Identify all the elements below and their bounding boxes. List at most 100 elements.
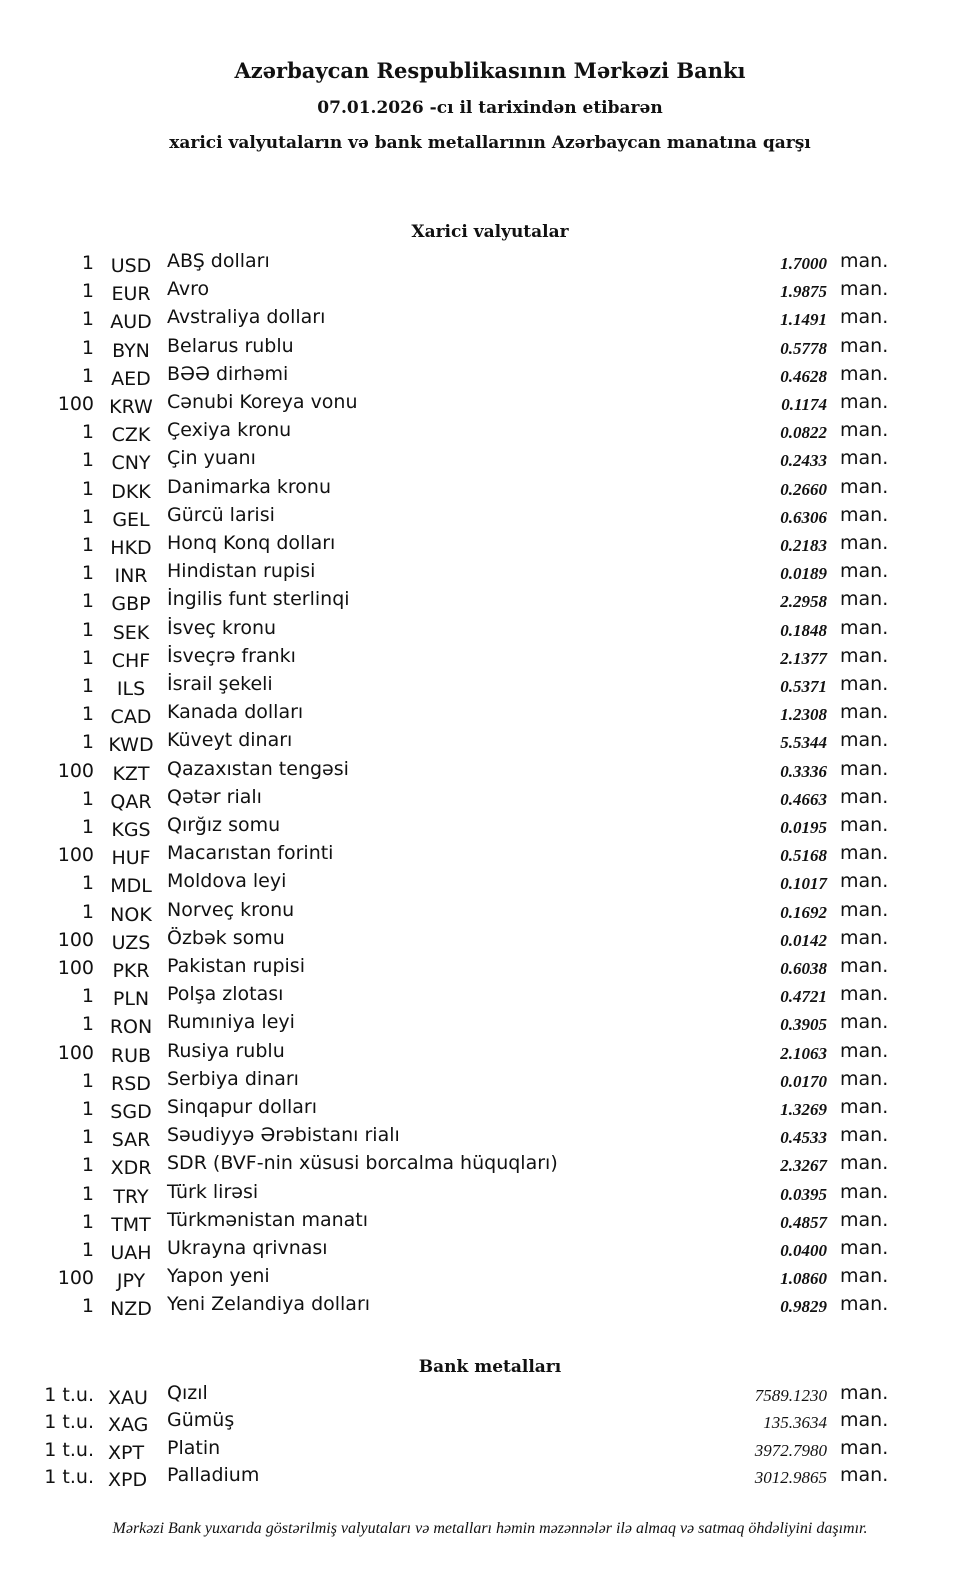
currency-code: UAH [110, 1242, 152, 1264]
currency-row: 1 RSD Serbiya dinarı 0.0170 man. [0, 1067, 980, 1098]
currency-row: 100 KZT Qazaxıstan tengəsi 0.3336 man. [0, 757, 980, 788]
rate-value: 7589.1230 [754, 1386, 827, 1405]
quantity: 1 [81, 1210, 94, 1233]
unit-label: man. [840, 1067, 889, 1090]
currency-row: 1 MDL Moldova leyi 0.1017 man. [0, 870, 980, 900]
unit-label: man. [840, 1265, 889, 1288]
rate-value: 0.3336 [780, 761, 827, 781]
quantity: 1 t.u. [44, 1465, 94, 1488]
currency-row: 1 CAD Kanada dolları 1.2308 man. [0, 701, 980, 731]
currency-row: 100 HUF Macarıstan forinti 0.5168 man. [0, 842, 980, 872]
unit-label: man. [840, 532, 889, 554]
currency-code: TRY [113, 1185, 149, 1208]
rate-value: 2.1063 [780, 1043, 827, 1063]
rate-value: 135.3634 [763, 1413, 827, 1433]
quantity: 1 [81, 787, 94, 810]
unit-label: man. [840, 1237, 889, 1259]
disclaimer-footer: Mərkəzi Bank yuxarıda göstərilmiş valyut… [112, 1520, 868, 1537]
currency-name: Rumıniya leyi [167, 1011, 295, 1034]
unit-label: man. [840, 898, 889, 921]
unit-label: man. [840, 503, 889, 526]
quantity: 1 [81, 534, 94, 556]
currency-row: 1 INR Hindistan rupisi 0.0189 man. [0, 560, 980, 590]
rate-value: 0.2660 [780, 479, 827, 499]
metals-heading: Bank metalları [418, 1357, 562, 1377]
currency-name: Küveyt dinarı [167, 729, 293, 752]
rate-value: 5.5344 [780, 733, 827, 753]
currency-code: TMT [111, 1213, 151, 1236]
currency-name: İsveç kronu [167, 616, 277, 639]
unit-label: man. [840, 644, 889, 667]
currency-code: HKD [110, 537, 152, 559]
rate-value: 0.1848 [780, 620, 827, 640]
currency-name: Cənubi Koreya vonu [167, 391, 358, 413]
rate-value: 0.1692 [780, 902, 827, 922]
rate-value: 1.3269 [780, 1100, 827, 1119]
rate-value: 0.9829 [780, 1297, 827, 1317]
unit-label: man. [840, 419, 889, 442]
currency-code: KGS [111, 819, 151, 841]
date-line: 07.01.2026 -cı il tarixindən etibarən [317, 98, 663, 118]
currency-name: Rusiya rublu [167, 1039, 285, 1062]
currency-row: 1 SEK İsveç kronu 0.1848 man. [0, 616, 980, 647]
currency-code: NOK [110, 903, 152, 926]
quantity: 1 [81, 336, 94, 359]
currency-name: Moldova leyi [167, 870, 287, 893]
quantity: 100 [57, 844, 94, 867]
currency-name: Qazaxıstan tengəsi [167, 757, 349, 780]
unit-label: man. [840, 391, 889, 413]
currency-name: Avstraliya dolları [167, 306, 326, 329]
rate-value: 0.1174 [781, 395, 827, 414]
unit-label: man. [840, 1096, 889, 1118]
currency-code: KWD [108, 734, 154, 757]
unit-label: man. [840, 306, 889, 329]
rate-value: 0.6038 [780, 959, 827, 978]
currency-name: Polşa zlotası [167, 983, 284, 1006]
metal-row: 1 t.u. XAU Qızıl 7589.1230 man. [0, 1382, 980, 1412]
rate-value: 1.2308 [780, 705, 827, 725]
currency-name: Gümüş [167, 1409, 235, 1432]
currency-code: EUR [111, 283, 151, 306]
quantity: 1 [81, 1239, 94, 1261]
currency-code: CAD [110, 706, 152, 729]
rate-value: 0.0170 [780, 1071, 827, 1091]
currency-code: CNY [111, 452, 151, 475]
currency-code: NZD [110, 1298, 152, 1321]
unit-label: man. [840, 1409, 889, 1432]
quantity: 1 [81, 477, 94, 500]
currency-row: 1 CHF İsveçrə frankı 2.1377 man. [0, 644, 980, 675]
quantity: 1 [81, 280, 94, 303]
rate-value: 2.1377 [780, 648, 827, 668]
currency-name: Qırğız somu [167, 814, 281, 836]
rate-value: 0.0395 [780, 1184, 827, 1204]
currency-code: KRW [109, 396, 153, 418]
currency-code: USD [110, 255, 152, 277]
currency-code: AUD [110, 311, 152, 334]
quantity: 1 [81, 1013, 94, 1036]
unit-label: man. [840, 814, 889, 836]
currency-code: JPY [116, 1270, 146, 1293]
currency-name: Serbiya dinarı [167, 1067, 299, 1090]
unit-label: man. [840, 362, 889, 385]
unit-label: man. [840, 1152, 889, 1175]
currency-row: 1 NOK Norveç kronu 0.1692 man. [0, 898, 980, 929]
quantity: 100 [57, 928, 94, 951]
currency-code: RSD [111, 1072, 151, 1095]
currency-name: Yapon yeni [167, 1265, 270, 1288]
currency-code: INR [114, 565, 148, 588]
rate-value: 0.4628 [780, 366, 827, 386]
currency-code: CHF [111, 649, 151, 672]
quantity: 1 [81, 816, 94, 838]
currency-row: 1 CZK Çexiya kronu 0.0822 man. [0, 419, 980, 449]
currency-row: 1 ILS İsrail şekeli 0.5371 man. [0, 673, 980, 703]
unit-label: man. [840, 1039, 889, 1062]
currency-name: İngilis funt sterlinqi [167, 588, 350, 611]
quantity: 1 [81, 618, 94, 641]
rate-value: 1.9875 [780, 282, 827, 302]
currency-row: 100 JPY Yapon yeni 1.0860 man. [0, 1265, 980, 1295]
currency-row: 1 SGD Sinqapur dolları 1.3269 man. [0, 1096, 980, 1126]
currency-row: 1 AUD Avstraliya dolları 1.1491 man. [0, 306, 980, 336]
quantity: 1 [81, 703, 94, 726]
rate-value: 0.6306 [780, 507, 827, 527]
currency-name: Qızıl [167, 1382, 208, 1404]
